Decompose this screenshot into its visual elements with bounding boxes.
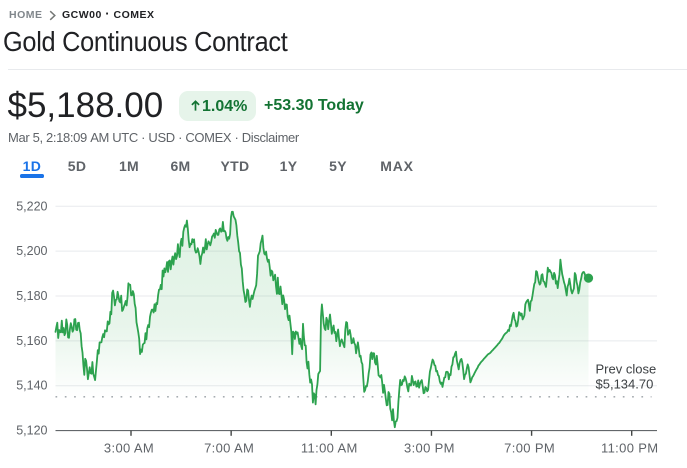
- svg-text:5,160: 5,160: [16, 334, 47, 348]
- svg-text:11:00 PM: 11:00 PM: [601, 441, 658, 456]
- svg-text:$5,134.70: $5,134.70: [596, 376, 654, 391]
- svg-text:3:00 AM: 3:00 AM: [104, 441, 154, 456]
- svg-text:Prev close: Prev close: [596, 362, 657, 377]
- svg-text:11:00 AM: 11:00 AM: [301, 441, 358, 456]
- svg-text:7:00 AM: 7:00 AM: [204, 441, 254, 456]
- svg-text:5,120: 5,120: [16, 424, 47, 438]
- svg-text:5,140: 5,140: [16, 379, 47, 393]
- svg-text:5,200: 5,200: [16, 244, 47, 258]
- svg-text:5,220: 5,220: [16, 199, 47, 213]
- svg-text:7:00 PM: 7:00 PM: [504, 441, 555, 456]
- svg-text:3:00 PM: 3:00 PM: [404, 441, 455, 456]
- svg-text:5,180: 5,180: [16, 289, 47, 303]
